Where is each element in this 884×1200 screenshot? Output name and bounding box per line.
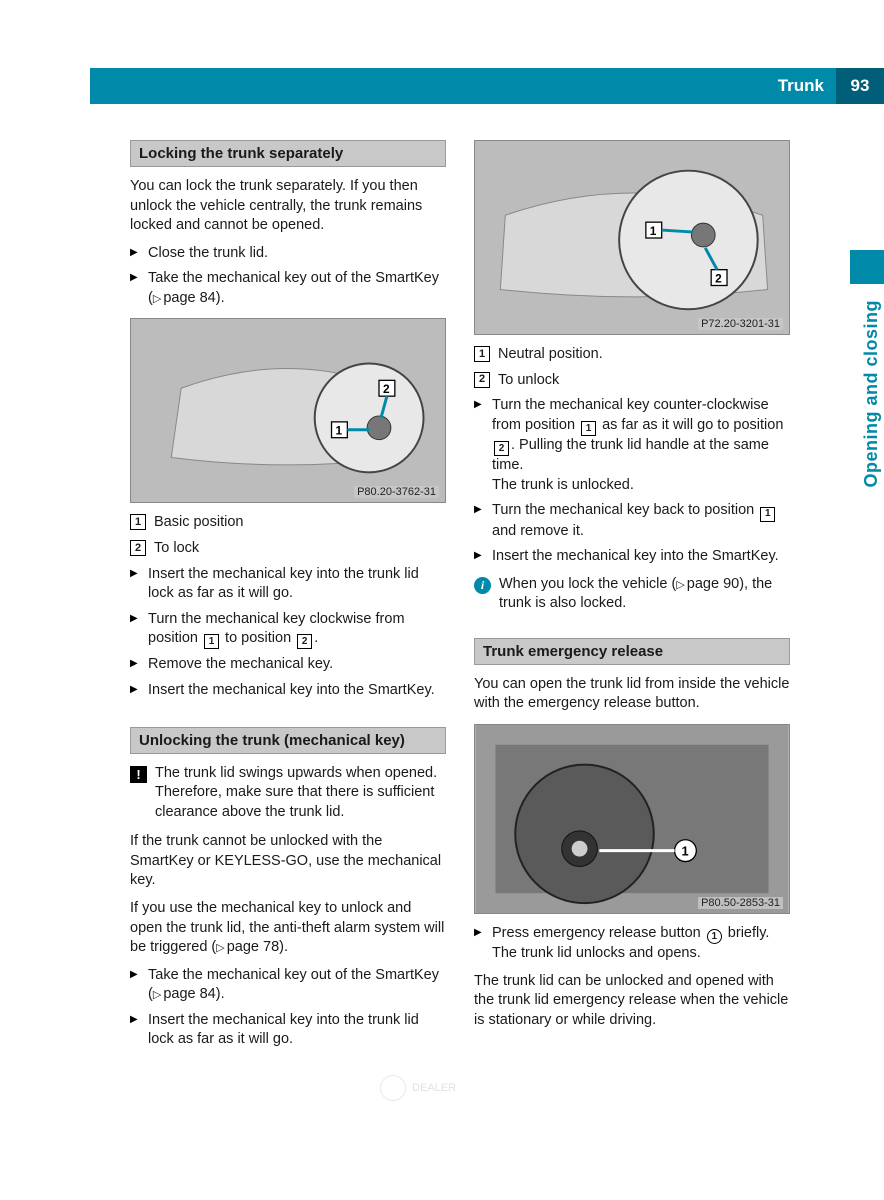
step-remove-key: Remove the mechanical key. (130, 655, 446, 675)
svg-text:1: 1 (650, 224, 657, 238)
callout-basic-position: 1 Basic position (130, 513, 446, 533)
text-stationary-driving: The trunk lid can be unlocked and opened… (474, 972, 790, 1031)
callout-num-1b: 1 (474, 346, 490, 362)
side-chapter-label: Opening and closing (861, 300, 882, 488)
warning-icon: ! (130, 766, 147, 783)
info-icon: i (474, 577, 491, 594)
step-list-3: Take the mechanical key out of the Smart… (130, 966, 446, 1050)
figure-trunk-lock: 1 2 P80.20-3762-31 (130, 318, 446, 503)
heading-locking-trunk: Locking the trunk separately (130, 140, 446, 167)
car-rear-illustration-2: 1 2 (475, 141, 789, 334)
svg-text:1: 1 (335, 424, 342, 438)
step-list-5: Press emergency release button 1 briefly… (474, 924, 790, 964)
car-rear-illustration: 1 2 (131, 319, 445, 502)
info-text: When you lock the vehicle (page 90), the… (499, 575, 790, 614)
watermark-text: DEALER (412, 1082, 456, 1094)
watermark-badge-icon (380, 1075, 406, 1101)
header-bar: Trunk 93 (90, 68, 884, 104)
svg-text:2: 2 (715, 272, 722, 286)
warning-text: The trunk lid swings upwards when opened… (155, 764, 446, 823)
step-press-button: Press emergency release button 1 briefly… (474, 924, 790, 964)
page-ref-90: page 90 (676, 576, 739, 592)
step-list-4: Turn the mechanical key counter-clockwis… (474, 396, 790, 567)
svg-text:2: 2 (383, 383, 390, 397)
callout-num-2: 2 (130, 540, 146, 556)
warning-clearance: ! The trunk lid swings upwards when open… (130, 764, 446, 823)
step-turn-back: Turn the mechanical key back to position… (474, 501, 790, 541)
page-ref-84a: page 84 (153, 290, 216, 306)
step-insert-smartkey-2: Insert the mechanical key into the Smart… (474, 547, 790, 567)
text-emergency-intro: You can open the trunk lid from inside t… (474, 675, 790, 714)
callout-to-unlock: 2 To unlock (474, 371, 790, 391)
heading-unlocking-trunk: Unlocking the trunk (mechanical key) (130, 727, 446, 754)
step-insert-key: Insert the mechanical key into the trunk… (130, 565, 446, 604)
intro-text: You can lock the trunk separately. If yo… (130, 177, 446, 236)
step-turn-clockwise: Turn the mechanical key clockwise from p… (130, 610, 446, 650)
figure-code-2: P72.20-3201-31 (698, 318, 783, 330)
figure-code-1: P80.20-3762-31 (354, 486, 439, 498)
callout-neutral: 1 Neutral position. (474, 345, 790, 365)
callout-to-lock: 2 To lock (130, 539, 446, 559)
step-close-lid: Close the trunk lid. (130, 244, 446, 264)
callout-num-1: 1 (130, 514, 146, 530)
trunk-interior-illustration: 1 (475, 725, 789, 913)
header-section-title: Trunk (778, 76, 824, 96)
right-column: 1 2 P72.20-3201-31 1 Neutral position. 2… (474, 140, 790, 1058)
step-take-key: Take the mechanical key out of the Smart… (130, 269, 446, 308)
inline-num-1: 1 (204, 634, 219, 649)
figure-code-3: P80.50-2853-31 (698, 897, 783, 909)
info-lock-vehicle: i When you lock the vehicle (page 90), t… (474, 575, 790, 614)
inline-num-1b: 1 (581, 421, 596, 436)
side-tab-marker (850, 250, 884, 284)
step-insert-key-2: Insert the mechanical key into the trunk… (130, 1011, 446, 1050)
step-turn-ccw: Turn the mechanical key counter-clockwis… (474, 396, 790, 495)
step-take-key-2: Take the mechanical key out of the Smart… (130, 966, 446, 1005)
text-antitheft: If you use the mechanical key to unlock … (130, 899, 446, 958)
content-area: Locking the trunk separately You can loc… (130, 140, 790, 1058)
header-page-number: 93 (836, 68, 884, 104)
page-ref-84b: page 84 (153, 986, 216, 1002)
callout-num-2b: 2 (474, 372, 490, 388)
left-column: Locking the trunk separately You can loc… (130, 140, 446, 1058)
figure-trunk-unlock: 1 2 P72.20-3201-31 (474, 140, 790, 335)
step-list-1: Close the trunk lid. Take the mechanical… (130, 244, 446, 309)
heading-emergency-release: Trunk emergency release (474, 638, 790, 665)
svg-text:1: 1 (681, 844, 688, 859)
page-ref-78: page 78 (216, 939, 279, 955)
text-keyless-go: If the trunk cannot be unlocked with the… (130, 832, 446, 891)
step-insert-smartkey: Insert the mechanical key into the Smart… (130, 681, 446, 701)
inline-num-1c: 1 (760, 507, 775, 522)
step-list-2: Insert the mechanical key into the trunk… (130, 565, 446, 701)
figure-emergency-release: 1 P80.50-2853-31 (474, 724, 790, 914)
watermark: DEALER (380, 1075, 456, 1101)
inline-num-2b: 2 (494, 441, 509, 456)
inline-circle-1: 1 (707, 929, 722, 944)
inline-num-2: 2 (297, 634, 312, 649)
